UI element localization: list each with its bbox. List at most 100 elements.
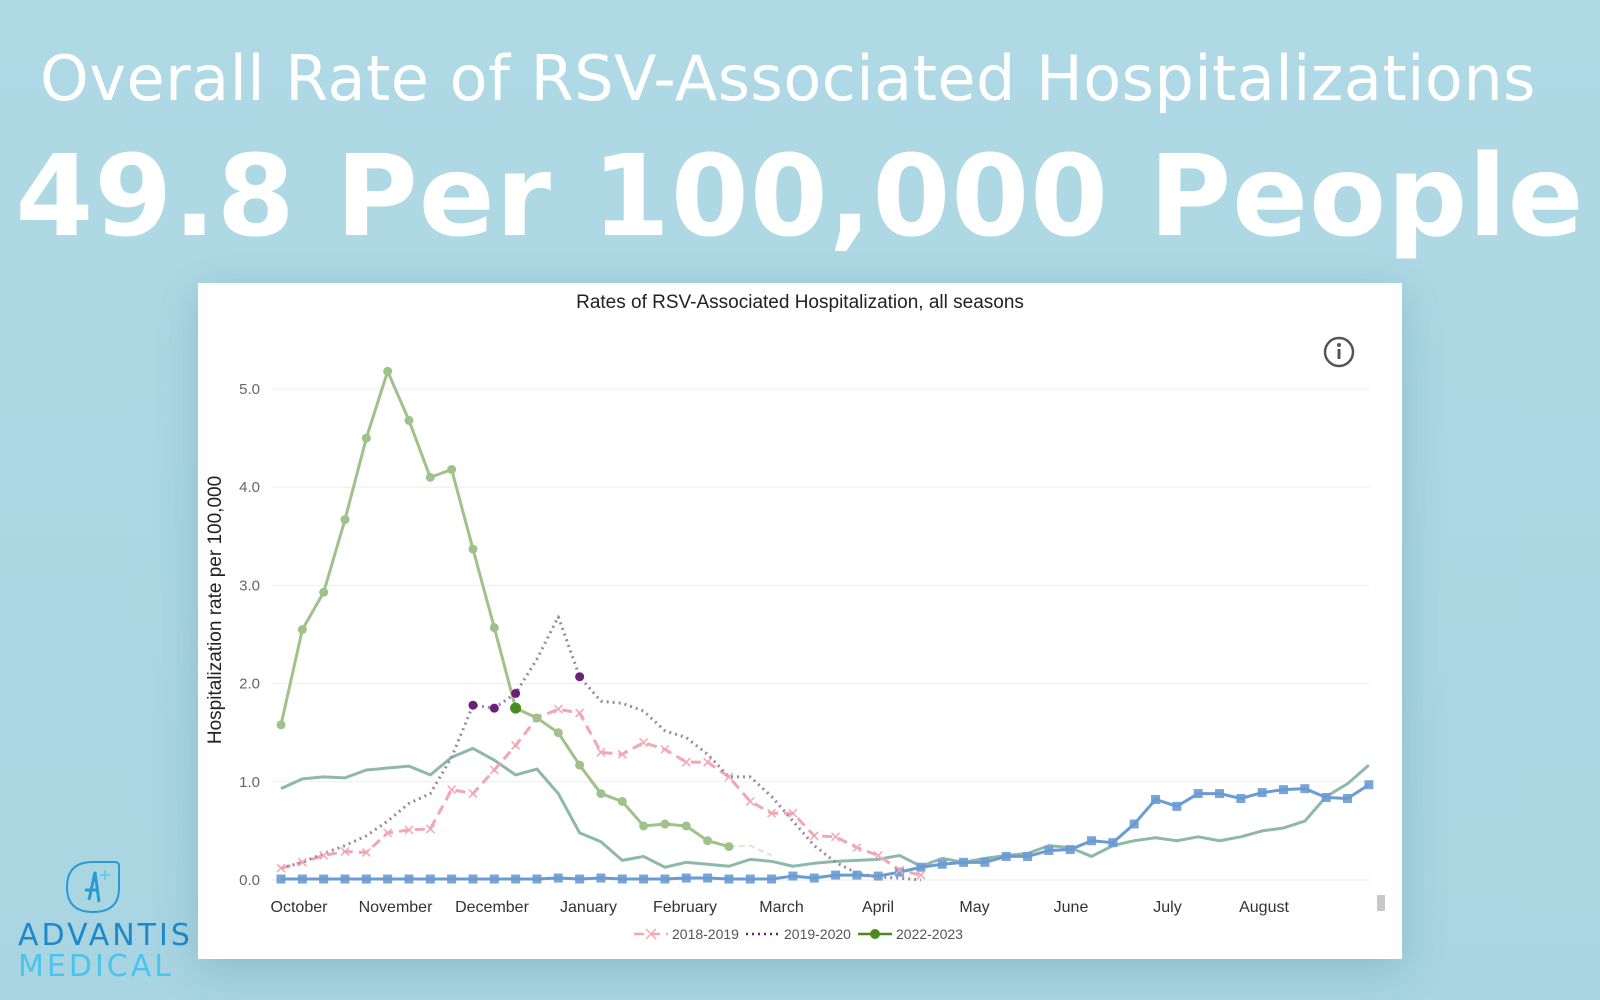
data-point [510,702,522,714]
data-point [404,825,414,835]
data-point [489,874,499,884]
data-point [297,857,307,867]
data-point [937,859,947,869]
data-point [596,747,606,757]
data-point [1108,838,1118,848]
data-point [660,744,670,754]
legend-label: 2022-2023 [896,926,963,942]
y-tick-label: 0.0 [239,872,260,889]
data-point [276,874,286,884]
logo-line1: ADVANTIS [18,918,193,953]
data-point [383,366,393,376]
data-point [1151,794,1161,804]
data-point [1300,784,1310,794]
data-point [767,874,777,884]
data-point [1257,788,1267,798]
data-point [703,836,713,846]
x-tick-label: October [271,899,329,916]
data-point [1215,789,1225,799]
data-point [1129,819,1139,829]
info-circle-icon[interactable] [1323,336,1355,368]
data-point [425,824,435,834]
data-point [511,688,521,698]
data-point [1087,836,1097,846]
data-point [361,874,371,884]
data-point [383,828,393,838]
data-point [297,625,307,635]
data-point [361,433,371,443]
advantis-a-logo-icon [65,861,120,914]
x-tick-label: July [1153,899,1181,916]
y-tick-label: 1.0 [239,774,260,791]
x-tick-label: June [1054,899,1089,916]
data-point [468,874,478,884]
series-faded-tail [728,844,773,857]
data-point [617,796,627,806]
page-headline: Overall Rate of RSV-Associated Hospitali… [40,42,1536,115]
data-point [319,874,329,884]
data-point [831,832,841,842]
y-tick-label: 2.0 [239,676,260,693]
data-point [809,873,819,883]
data-point [895,865,905,875]
data-point [425,472,435,482]
data-point [873,850,883,860]
data-point [489,765,499,775]
data-point [511,740,521,750]
series-line-series-0 [280,746,1370,869]
data-point [532,713,542,723]
data-point [575,874,585,884]
data-point [724,874,734,884]
data-point [831,870,841,880]
data-point [404,874,414,884]
data-point [639,874,649,884]
data-point [745,796,755,806]
data-point [639,821,649,831]
data-point [532,874,542,884]
data-point [639,737,649,748]
data-point [383,874,393,884]
data-point [1279,785,1289,795]
data-point [468,700,478,710]
data-point [980,857,990,867]
x-tick-label: April [862,899,894,916]
data-point [681,757,691,767]
data-point [447,874,457,884]
data-point [553,704,563,714]
data-point [660,874,670,884]
y-tick-label: 5.0 [239,381,260,398]
data-point [340,846,350,857]
chart-title: Rates of RSV-Associated Hospitalization,… [576,292,1024,313]
data-point [468,544,478,554]
data-point [575,708,585,718]
data-point [745,874,755,884]
data-point [895,867,905,877]
legend-label: 2019-2020 [784,926,851,942]
data-point [1364,780,1374,790]
logo-line2: MEDICAL [18,949,174,984]
legend-label: 2018-2019 [672,926,739,942]
data-point [916,870,926,880]
x-tick-label: December [455,899,529,916]
data-point [959,857,969,867]
y-tick-label: 4.0 [239,479,260,496]
data-point [276,863,286,873]
data-point [788,871,798,881]
data-point [1193,789,1203,799]
data-point [575,760,585,770]
data-point [553,873,563,883]
data-point [1172,801,1182,811]
scrollbar-handle[interactable] [1377,895,1385,911]
data-point [340,515,350,525]
data-point [1044,846,1054,856]
data-point [788,808,798,818]
data-point [319,587,329,597]
data-point [852,870,862,880]
data-point [1321,793,1331,803]
data-point [553,728,563,738]
data-point [596,789,606,799]
legend-marker [645,928,657,940]
headline-value: 49.8 Per 100,000 People [15,132,1585,262]
data-point [276,720,286,730]
data-point [1001,851,1011,861]
